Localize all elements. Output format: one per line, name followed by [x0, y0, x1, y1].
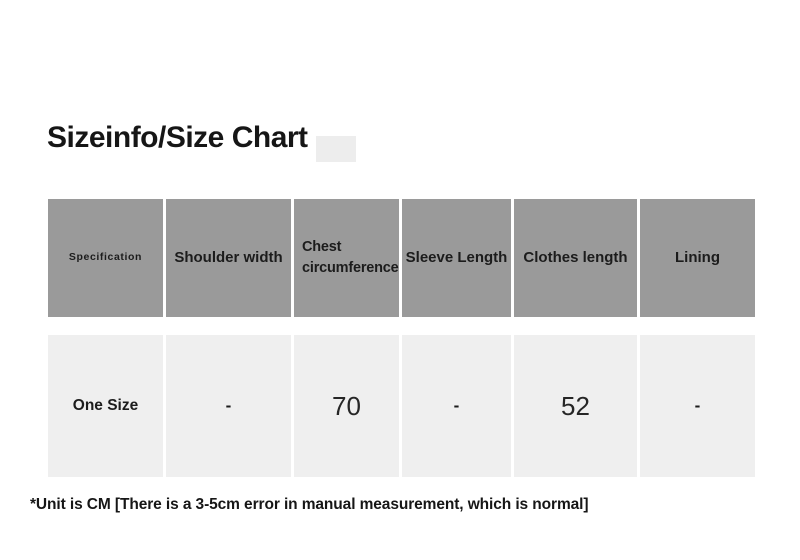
measurement-note: *Unit is CM [There is a 3-5cm error in m… [30, 496, 589, 513]
header-cell-specification: Specification [48, 199, 163, 317]
cell-lining-value: - [640, 335, 755, 477]
cell-size-label: One Size [48, 335, 163, 477]
header-cell-clothes-length: Clothes length [514, 199, 637, 317]
cell-sleeve-length-value: - [402, 335, 511, 477]
header-cell-lining: Lining [640, 199, 755, 317]
cell-shoulder-width-value: - [166, 335, 291, 477]
cell-chest-circumference-value: 70 [294, 335, 399, 477]
header-cell-shoulder-width: Shoulder width [166, 199, 291, 317]
size-table: Specification Shoulder width Chest circu… [48, 199, 755, 477]
cell-clothes-length-value: 52 [514, 335, 637, 477]
page-title: Sizeinfo/Size Chart [47, 121, 308, 154]
header-cell-chest-circumference: Chest circumference [294, 199, 399, 317]
header-cell-sleeve-length: Sleeve Length [402, 199, 511, 317]
title-highlight-artifact [316, 136, 356, 162]
header-cell-chest-circumference-label: Chest circumference [302, 238, 399, 276]
